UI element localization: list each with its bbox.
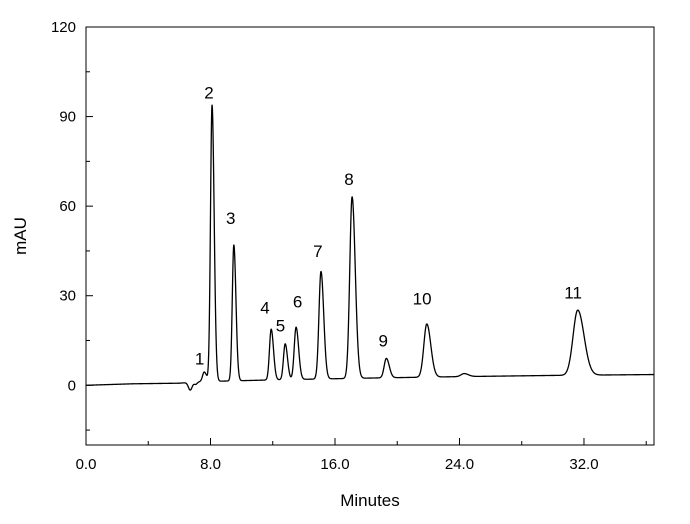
peak-label: 8 xyxy=(344,170,353,189)
peak-label: 11 xyxy=(564,284,582,303)
peak-labels: 1 2 3 456 7 8 9 10 11 xyxy=(195,84,582,369)
y-tick-label: 90 xyxy=(59,109,76,126)
y-tick-label: 120 xyxy=(51,19,76,36)
peak-label: 5 xyxy=(276,317,285,336)
y-tick-label: 0 xyxy=(68,377,76,394)
peak-label: 3 xyxy=(226,209,235,228)
chromatogram-trace xyxy=(85,104,655,391)
y-tick-label: 60 xyxy=(59,198,76,215)
peak-label: 4 xyxy=(260,299,269,318)
x-tick-label: 16.0 xyxy=(320,456,349,473)
axis-tick-labels: 0.0 8.0 16.0 24.0 32.0 0 30 60 90 120 xyxy=(51,19,599,473)
peak-label: 9 xyxy=(378,331,387,350)
peak-label: 6 xyxy=(293,293,302,312)
x-tick-label: 24.0 xyxy=(445,456,474,473)
x-tick-label: 8.0 xyxy=(200,456,221,473)
y-axis-label: mAU xyxy=(11,217,30,255)
axis-ticks xyxy=(85,26,647,445)
peak-label: 10 xyxy=(413,290,432,309)
x-axis-label: Minutes xyxy=(340,491,400,510)
x-tick-label: 0.0 xyxy=(76,456,97,473)
plot-frame xyxy=(85,26,655,446)
peak-label: 7 xyxy=(313,242,322,261)
y-tick-label: 30 xyxy=(59,288,76,305)
peak-label: 2 xyxy=(204,84,213,103)
peak-label: 1 xyxy=(195,349,204,368)
x-tick-label: 32.0 xyxy=(569,456,598,473)
